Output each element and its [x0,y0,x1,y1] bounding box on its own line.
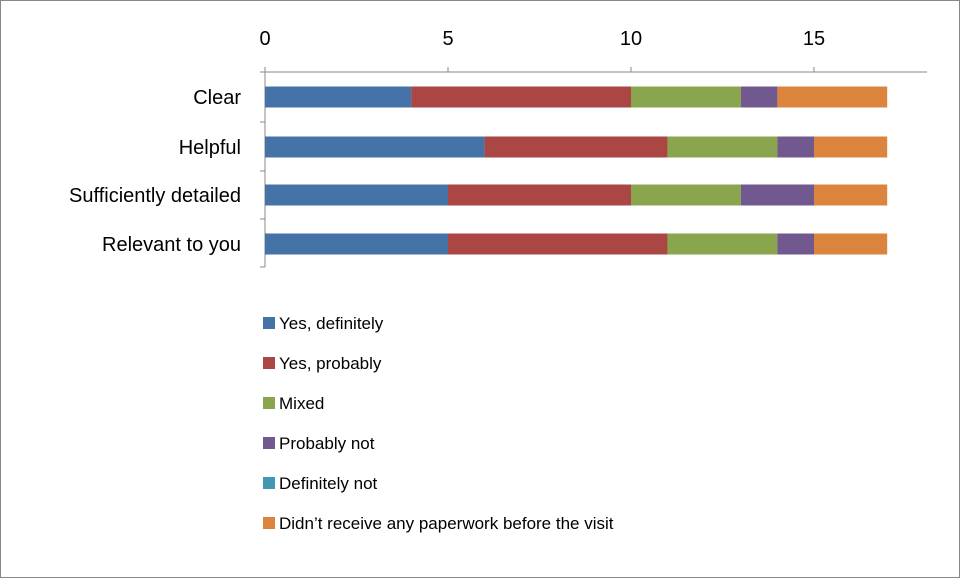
bar-segment [814,233,888,255]
legend-swatch [263,357,275,369]
category-label: Clear [193,87,241,109]
bar-segment [631,184,741,206]
x-axis: 0 5 10 15 [259,28,927,73]
legend-swatch [263,517,275,529]
bar-segment [448,184,631,206]
legend-label: Yes, definitely [279,314,384,333]
legend-swatch [263,317,275,329]
legend-label: Yes, probably [279,354,382,373]
legend-label: Definitely not [279,474,378,493]
bar-segment [814,184,888,206]
bar-segment [777,233,814,255]
category-label: Helpful [179,137,241,159]
legend: Yes, definitely Yes, probably Mixed Probabl… [263,314,614,533]
bar-segment [265,86,412,108]
bar-segment [265,184,448,206]
bar-segment [667,136,778,158]
category-label: Relevant to you [102,234,241,256]
category-label: Sufficiently detailed [69,185,241,207]
x-tick-label: 15 [803,28,825,50]
legend-swatch [263,477,275,489]
legend-swatch [263,397,275,409]
legend-label: Probably not [279,434,375,453]
bars [265,86,888,255]
bar-segment [777,136,814,158]
legend-swatch [263,437,275,449]
bar-segment [740,184,814,206]
bar-segment [631,86,741,108]
bar-segment [814,136,888,158]
bar-segment [448,233,668,255]
bar-segment [265,233,448,255]
bar-segment [484,136,668,158]
category-axis: Clear Helpful Sufficiently detailed Relevan… [69,71,266,268]
legend-label: Mixed [279,394,324,413]
legend-label: Didn’t receive any paperwork before the … [279,514,614,533]
bar-segment [411,86,631,108]
bar-segment [777,86,888,108]
bar-segment [667,233,778,255]
bar-segment [265,136,485,158]
x-tick-label: 0 [259,28,270,50]
x-tick-label: 5 [442,28,453,50]
x-tick-label: 10 [620,28,642,50]
bar-segment [740,86,778,108]
